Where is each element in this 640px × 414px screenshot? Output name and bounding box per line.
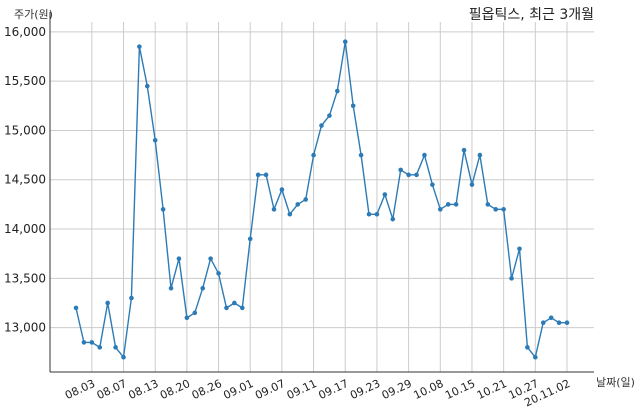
data-point (200, 285, 206, 291)
data-point (168, 285, 174, 291)
x-tick-label: 08.03 (63, 377, 97, 402)
data-point (271, 207, 277, 212)
data-point (247, 236, 253, 242)
data-point (129, 295, 134, 301)
y-tick-label: 15,500 (4, 74, 46, 88)
data-point (89, 340, 95, 345)
x-tick-label: 08.20 (158, 377, 192, 402)
data-point (358, 152, 364, 158)
data-point (406, 172, 411, 178)
data-point (445, 202, 451, 207)
data-point (366, 211, 372, 217)
data-point (533, 354, 538, 360)
data-point (540, 320, 546, 326)
data-point (113, 345, 118, 350)
data-point (232, 300, 237, 306)
data-point (461, 147, 467, 153)
data-point (105, 300, 110, 306)
data-point (311, 152, 316, 158)
y-ticks: 13,000 13,500 14,000 14,500 15,000 15,500 16,0… (4, 25, 46, 335)
data-point (414, 172, 419, 178)
data-point (335, 88, 340, 94)
data-point (152, 138, 158, 143)
data-point (319, 123, 324, 128)
y-tick-label: 15,000 (4, 123, 46, 137)
y-axis-label: 주가(원) (14, 8, 53, 21)
data-point (422, 152, 427, 158)
data-point (517, 246, 522, 252)
data-point (144, 83, 150, 89)
data-point (501, 207, 506, 212)
data-point (556, 320, 562, 326)
data-point (73, 305, 79, 311)
x-tick-label: 10.15 (443, 377, 477, 402)
data-point (477, 152, 483, 158)
x-tick-label: 09.01 (221, 377, 255, 402)
y-tick-label: 16,000 (4, 25, 46, 39)
data-point (263, 172, 269, 178)
x-tick-label: 09.23 (348, 377, 382, 402)
y-tick-label: 13,500 (4, 271, 46, 285)
data-point (493, 207, 499, 212)
data-point (327, 113, 332, 118)
data-point (390, 216, 396, 222)
data-point (374, 211, 380, 217)
x-tick-label: 10.21 (475, 377, 509, 402)
data-point (430, 182, 435, 187)
data-point (121, 354, 126, 360)
data-point (97, 345, 103, 350)
data-point (509, 276, 514, 281)
data-point (437, 207, 443, 212)
data-point (184, 315, 190, 321)
data-point (81, 340, 87, 345)
data-point (240, 305, 245, 311)
data-point (469, 182, 475, 187)
series-line (75, 41, 567, 359)
y-tick-label: 14,000 (4, 222, 46, 236)
data-point (398, 167, 403, 173)
data-point (208, 256, 213, 261)
x-tick-label: 08.26 (190, 377, 224, 402)
x-tick-label: 10.08 (412, 377, 446, 402)
data-point (382, 192, 388, 197)
x-axis-label: 날짜(일) (596, 375, 635, 389)
data-point (548, 315, 554, 321)
data-point (485, 202, 491, 207)
x-tick-label: 08.13 (126, 377, 160, 402)
data-point (350, 103, 356, 109)
x-tick-label: 09.07 (253, 377, 287, 402)
data-point (564, 320, 570, 326)
data-point (137, 44, 142, 49)
data-point (342, 39, 348, 45)
data-point (160, 207, 166, 212)
chart-title: 필옵틱스, 최근 3개월 (469, 7, 594, 23)
data-point (303, 197, 308, 202)
data-point (176, 256, 182, 261)
y-tick-label: 13,000 (4, 321, 46, 335)
axes (49, 12, 594, 373)
data-point (287, 211, 293, 217)
data-point (192, 310, 198, 316)
x-ticks: 08.0308.0708.1308.2008.2609.0109.0709.11… (63, 377, 572, 409)
data-point (279, 187, 285, 192)
x-tick-label: 09.17 (316, 377, 350, 402)
data-point (255, 172, 261, 178)
data-point (216, 271, 221, 276)
data-point (295, 202, 301, 207)
data-point (224, 305, 229, 311)
data-point (525, 345, 530, 350)
y-tick-label: 14,500 (4, 173, 46, 187)
x-tick-label: 09.11 (285, 377, 319, 402)
series (73, 39, 570, 360)
data-point (453, 202, 459, 207)
grid (50, 22, 594, 372)
x-tick-label: 09.29 (380, 377, 414, 402)
x-tick-label: 08.07 (95, 377, 129, 402)
